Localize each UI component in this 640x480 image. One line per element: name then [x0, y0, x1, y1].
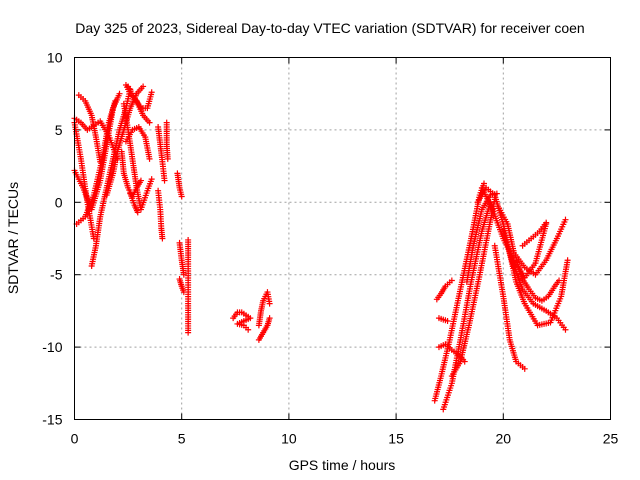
data-points: [71, 82, 571, 413]
x-tick-label: 0: [71, 431, 79, 447]
data-point: [112, 97, 119, 104]
y-tick-label: -10: [42, 339, 62, 355]
series-arc24: [431, 180, 488, 404]
data-point: [164, 155, 171, 162]
data-point: [148, 89, 155, 96]
data-point: [562, 326, 569, 333]
series-arc21: [230, 309, 254, 333]
data-point: [266, 315, 273, 322]
data-point: [161, 177, 168, 184]
data-point: [481, 180, 488, 187]
series-arc5: [71, 119, 97, 242]
plot-frame: [74, 57, 611, 420]
data-point: [146, 119, 153, 126]
series-arc9: [125, 83, 155, 112]
chart-title: Day 325 of 2023, Sidereal Day-to-day VTE…: [75, 20, 584, 36]
x-tick-label: 15: [388, 431, 404, 447]
data-point: [159, 235, 166, 242]
series-arc22: [255, 289, 273, 329]
data-point: [148, 176, 155, 183]
series-arc37: [513, 257, 563, 304]
series-arc29: [435, 315, 451, 325]
data-point: [180, 271, 187, 278]
series-arc27: [433, 277, 455, 303]
data-point: [97, 158, 104, 165]
data-point: [185, 329, 192, 336]
data-point: [562, 216, 569, 223]
y-tick-label: 5: [55, 122, 63, 138]
x-tick-labels: 0 5 10 15 20 25: [71, 431, 619, 447]
data-point: [564, 257, 571, 264]
series-arc17: [174, 170, 185, 200]
series-arc19: [176, 276, 187, 296]
data-point: [521, 365, 528, 372]
data-point: [178, 193, 185, 200]
series-arc2: [73, 97, 119, 228]
y-axis-label: SDTVAR / TECUs: [5, 182, 21, 294]
series-arc28: [435, 341, 468, 365]
series-arc38: [519, 219, 550, 249]
data-point: [461, 358, 468, 365]
series-arc15: [163, 119, 171, 162]
data-point: [140, 83, 147, 90]
series-arc13: [127, 190, 141, 216]
series-arc35: [506, 249, 571, 329]
series-arc18: [176, 239, 187, 278]
y-tick-label: 0: [55, 194, 63, 210]
series-arc20: [185, 236, 192, 336]
series-arc11: [120, 100, 155, 213]
y-tick-labels: -15 -10 -5 0 5 10: [42, 50, 62, 428]
data-point: [137, 177, 144, 184]
x-tick-label: 20: [496, 431, 512, 447]
series-arc33: [496, 205, 569, 278]
data-point: [116, 90, 123, 97]
data-point: [245, 326, 252, 333]
y-tick-label: 10: [47, 50, 63, 66]
data-point: [556, 277, 563, 284]
data-point: [134, 209, 141, 216]
series-arc14: [155, 124, 168, 184]
series-arc36: [491, 242, 528, 372]
x-axis-label: GPS time / hours: [289, 457, 396, 473]
series-arc12: [122, 124, 153, 162]
x-tick-label: 5: [178, 431, 186, 447]
series-arc16: [155, 187, 166, 242]
data-point: [444, 318, 451, 325]
x-tick-label: 25: [603, 431, 619, 447]
data-point: [543, 219, 550, 226]
data-point: [146, 155, 153, 162]
x-tick-label: 10: [281, 431, 297, 447]
series-arc23: [255, 315, 273, 343]
series-arc3: [75, 92, 104, 165]
series-arc26: [448, 196, 498, 380]
data-point: [266, 300, 273, 307]
data-point: [448, 277, 455, 284]
y-tick-label: -15: [42, 412, 62, 428]
y-tick-label: -5: [50, 267, 63, 283]
